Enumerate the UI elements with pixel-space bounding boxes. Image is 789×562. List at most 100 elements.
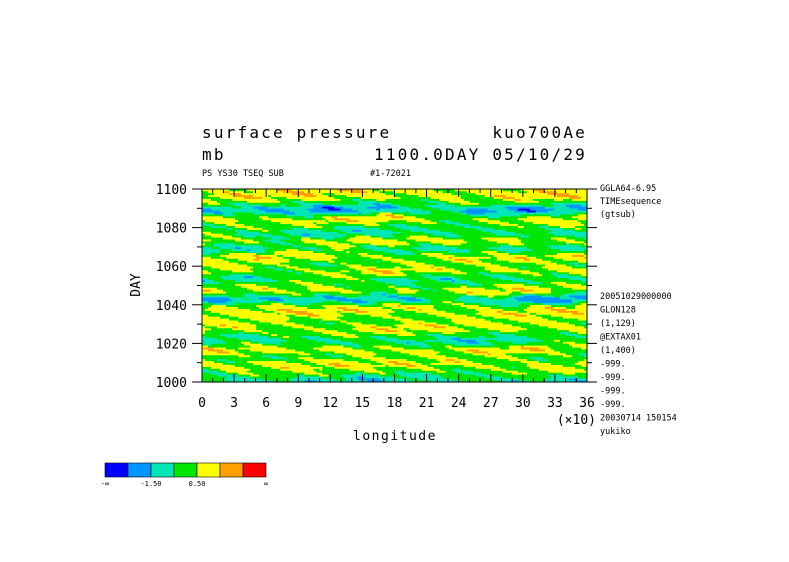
heatmap-cell [517, 208, 531, 211]
title-line1-right: kuo700Ae [492, 123, 587, 142]
heatmap-cell [508, 221, 534, 225]
heatmap-cell [580, 204, 588, 207]
heatmap-cell [223, 277, 272, 281]
heatmap-cell [244, 190, 254, 194]
heatmap-cell [385, 291, 398, 294]
heatmap-cell [532, 279, 582, 282]
heatmap-cell [454, 322, 504, 325]
heatmap-cell [205, 335, 227, 338]
heatmap-cell [427, 227, 477, 230]
heatmap-cell [418, 194, 461, 198]
heatmap-cell [409, 277, 431, 281]
heatmap-cell [574, 372, 588, 375]
heatmap-cell [475, 339, 486, 342]
heatmap-cell [394, 376, 407, 379]
heatmap-cell [346, 219, 359, 223]
heatmap-cell [427, 198, 440, 201]
heatmap-cell [466, 293, 510, 296]
heatmap-cell [487, 331, 501, 335]
heatmap-cell [283, 235, 302, 238]
heatmap-cell [202, 370, 218, 373]
heatmap-cell [292, 270, 305, 273]
heatmap-cell [361, 322, 404, 325]
heatmap-cell [358, 335, 371, 338]
heatmap-cell [259, 306, 308, 309]
heatmap-cell [460, 212, 467, 215]
heatmap-cell [499, 331, 561, 335]
heatmap-cell [352, 327, 377, 331]
heatmap-cell [271, 219, 326, 223]
heatmap-cell [292, 223, 317, 226]
heatmap-cell [529, 366, 576, 369]
heatmap-cell [208, 349, 224, 352]
heatmap-cell [229, 260, 248, 263]
heatmap-cell [205, 331, 239, 335]
heatmap-cell [307, 287, 344, 290]
heatmap-cell [391, 256, 437, 259]
heatmap-cell [370, 277, 410, 281]
heatmap-cell [301, 246, 317, 250]
heatmap-cell [496, 356, 519, 360]
heatmap-cell [415, 252, 422, 255]
heatmap-cell [436, 314, 467, 317]
heatmap-cell [532, 289, 552, 292]
heatmap-cell [565, 264, 576, 267]
heatmap-cell [211, 252, 230, 255]
heatmap-cell [373, 331, 413, 335]
heatmap-cell [565, 204, 582, 207]
heatmap-cell [421, 244, 446, 248]
heatmap-cell [490, 341, 513, 344]
heatmap-cell [292, 308, 344, 311]
heatmap-cell [289, 210, 311, 213]
heatmap-cell [217, 374, 239, 377]
heatmap-cell [319, 320, 323, 323]
x-tick-label: 9 [294, 396, 302, 411]
heatmap-cell [262, 331, 269, 335]
heatmap-cell [205, 221, 215, 225]
heatmap-cell [286, 320, 320, 323]
heatmap-cell [214, 360, 227, 363]
heatmap-cell [319, 349, 365, 352]
heatmap-cell [322, 376, 344, 379]
heatmap-cell [370, 243, 410, 246]
heatmap-cell [202, 217, 236, 221]
heatmap-cell [388, 364, 407, 367]
heatmap-cell [202, 244, 215, 248]
heatmap-cell [406, 264, 434, 267]
heatmap-cell [406, 341, 410, 344]
heatmap-cell [523, 258, 531, 261]
heatmap-cell [244, 223, 293, 226]
heatmap-cell [349, 364, 386, 367]
heatmap-cell [382, 316, 401, 319]
heatmap-cell [526, 362, 552, 365]
heatmap-cell [469, 279, 513, 282]
heatmap-cell [202, 225, 212, 228]
heatmap-cell [211, 208, 260, 211]
heatmap-cell [277, 345, 323, 348]
heatmap-cell [223, 339, 251, 342]
heatmap-cell [556, 270, 588, 273]
heatmap-cell [574, 229, 588, 232]
heatmap-cell [388, 312, 428, 315]
heatmap-cell [460, 304, 480, 308]
heatmap-cell [352, 300, 368, 304]
side-info-line: 20030714 150154 [600, 414, 677, 424]
heatmap-cell [376, 324, 395, 327]
heatmap-cell [571, 198, 588, 201]
heatmap-cell [259, 241, 272, 244]
heatmap-cell [541, 258, 564, 261]
heatmap-cell [316, 221, 329, 225]
side-info-line: -999. [600, 373, 626, 383]
heatmap-cell [346, 231, 401, 234]
heatmap-cell [253, 212, 284, 215]
heatmap-cell [376, 300, 401, 304]
heatmap-cell [400, 304, 434, 308]
heatmap-cell [202, 366, 212, 369]
heatmap-cell [238, 326, 257, 329]
heatmap-cell [418, 354, 446, 358]
heatmap-cell [520, 360, 540, 363]
heatmap-cell [391, 202, 437, 205]
heatmap-cell [229, 295, 245, 298]
heatmap-cell [487, 216, 501, 219]
heatmap-cell [448, 289, 501, 292]
